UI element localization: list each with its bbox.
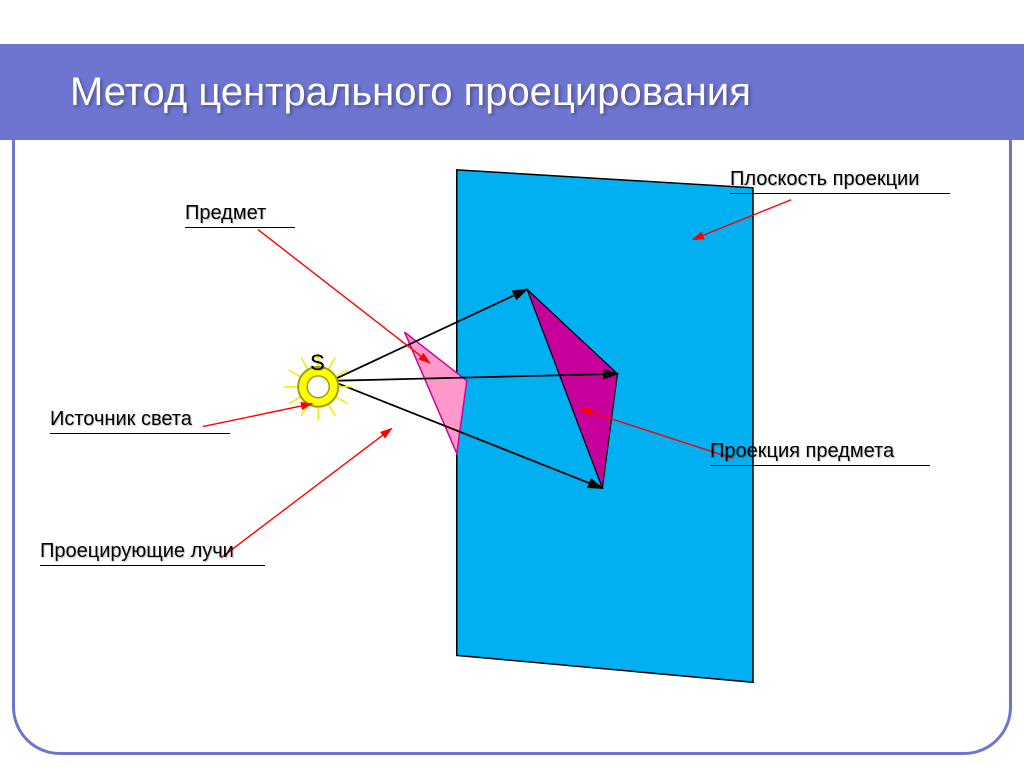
label-rays: Проецирующие лучи (40, 540, 265, 566)
label-rays-text: Проецирующие лучи (40, 540, 234, 562)
label-plane: Плоскость проекции (730, 168, 950, 194)
diagram-area: Плоскость проекции Предмет Источник свет… (30, 150, 994, 737)
label-s-text: S (310, 350, 325, 375)
label-projection-text: Проекция предмета (710, 440, 894, 462)
label-s: S (310, 350, 325, 376)
label-plane-text: Плоскость проекции (730, 168, 919, 190)
label-source-text: Источник света (50, 408, 192, 430)
label-object: Предмет (185, 202, 295, 228)
label-object-text: Предмет (185, 202, 266, 224)
label-source: Источник света (50, 408, 230, 434)
label-projection: Проекция предмета (710, 440, 930, 466)
page-title: Метод центрального проецирования (0, 70, 751, 115)
